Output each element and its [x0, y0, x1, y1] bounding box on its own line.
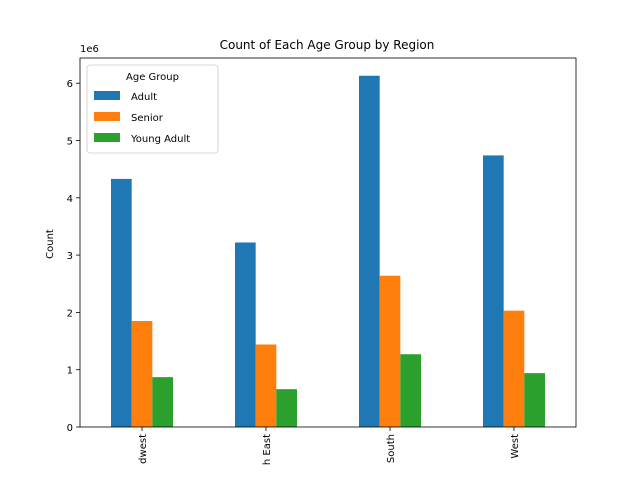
legend-swatch-young-adult: [94, 133, 120, 142]
y-tick-label: 3: [67, 251, 73, 262]
legend-label-young-adult: Young Adult: [130, 134, 190, 145]
y-axis-label: Count: [45, 229, 56, 259]
y-tick-label: 0: [67, 423, 73, 434]
y-tick-label: 2: [67, 308, 73, 319]
bar-young-adult-west: [524, 373, 545, 427]
y-multiplier-label: 1e6: [80, 44, 99, 55]
plot-frame: [79, 57, 577, 428]
y-tick-label: 5: [67, 137, 73, 148]
y-tick-label: 1: [67, 366, 73, 377]
legend-label-senior: Senior: [131, 113, 164, 124]
x-tick-label: h East: [262, 434, 273, 465]
x-tick-label: dwest: [138, 434, 149, 464]
bar-young-adult-north-east: [276, 389, 297, 427]
bar-senior-west: [503, 310, 525, 427]
x-tick-label: South: [386, 434, 397, 463]
bar-young-adult-midwest: [152, 377, 173, 427]
bar-young-adult-south: [400, 354, 421, 427]
y-tick-label: 6: [67, 79, 73, 90]
legend-swatch-adult: [94, 91, 120, 100]
legend-box: [86, 64, 219, 154]
y-tick-label: 4: [67, 194, 73, 205]
bar-adult-west: [483, 155, 504, 427]
x-tick-label: West: [510, 434, 521, 459]
legend-swatch-senior: [94, 112, 120, 121]
bar-senior-south: [379, 275, 401, 427]
x-axis-ticks: dwest h East South West: [138, 427, 521, 465]
legend: Age Group Adult Senior Young Adult: [86, 64, 219, 154]
bar-adult-south: [359, 75, 380, 427]
bar-adult-north-east: [235, 242, 256, 427]
bar-adult-midwest: [111, 178, 132, 427]
bar-senior-midwest: [131, 320, 153, 427]
legend-title: Age Group: [126, 72, 179, 83]
y-axis-ticks: 0 1 2 3 4 5 6: [67, 79, 80, 434]
legend-label-adult: Adult: [131, 92, 157, 103]
chart-title: Count of Each Age Group by Region: [220, 38, 435, 52]
bars-group: [111, 75, 545, 427]
bar-senior-north-east: [255, 344, 277, 427]
